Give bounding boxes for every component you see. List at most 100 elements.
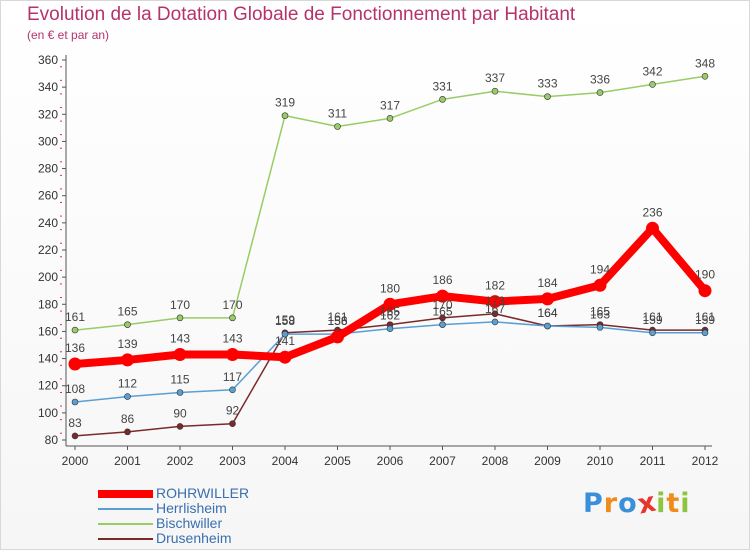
data-label: 167 bbox=[485, 302, 505, 316]
proxiti-logo: Proxiti bbox=[583, 486, 691, 520]
data-label: 92 bbox=[226, 404, 240, 418]
data-label: 190 bbox=[695, 268, 715, 282]
logo-letter: P bbox=[583, 488, 604, 519]
x-tick-label: 2006 bbox=[377, 454, 404, 468]
logo-letter: i bbox=[680, 488, 691, 519]
legend-swatch bbox=[98, 522, 153, 525]
data-label: 342 bbox=[642, 64, 662, 78]
data-point bbox=[488, 295, 502, 309]
data-point bbox=[649, 329, 656, 337]
logo-letter: i bbox=[656, 488, 667, 519]
data-label: 164 bbox=[537, 306, 557, 320]
data-point bbox=[229, 420, 236, 428]
data-label: 143 bbox=[170, 332, 190, 346]
data-label: 165 bbox=[590, 305, 610, 319]
legend-label: Drusenheim bbox=[156, 530, 232, 547]
data-label: 317 bbox=[380, 98, 400, 112]
legend-item: Drusenheim bbox=[98, 531, 249, 546]
data-label: 180 bbox=[380, 281, 400, 295]
data-point bbox=[386, 325, 394, 333]
y-tick-label: 200 bbox=[38, 270, 58, 284]
data-point bbox=[176, 389, 184, 396]
data-label: 170 bbox=[222, 298, 242, 312]
data-point bbox=[124, 321, 131, 328]
legend-label: Bischwiller bbox=[156, 515, 223, 532]
data-point bbox=[491, 87, 499, 95]
data-point bbox=[71, 326, 79, 334]
data-point bbox=[439, 314, 446, 322]
data-point bbox=[646, 221, 659, 235]
data-label: 139 bbox=[117, 337, 137, 351]
data-label: 311 bbox=[328, 107, 347, 121]
data-label: 156 bbox=[327, 314, 347, 328]
logo-letter: t bbox=[666, 488, 681, 519]
data-label: 331 bbox=[432, 79, 452, 93]
data-point bbox=[229, 386, 236, 394]
x-tick-label: 2007 bbox=[429, 454, 456, 468]
legend-swatch bbox=[98, 537, 153, 540]
y-tick-label: 80 bbox=[45, 433, 59, 447]
data-label: 333 bbox=[537, 77, 557, 91]
data-point bbox=[649, 81, 656, 88]
data-point bbox=[701, 72, 709, 80]
data-label: 163 bbox=[590, 307, 610, 321]
legend-label: Herrlisheim bbox=[156, 500, 227, 517]
x-tick-label: 2003 bbox=[219, 454, 246, 468]
data-label: 108 bbox=[65, 382, 85, 396]
data-label: 159 bbox=[275, 313, 295, 327]
data-point bbox=[436, 289, 449, 303]
data-label: 165 bbox=[380, 305, 400, 319]
data-label: 348 bbox=[695, 56, 715, 70]
data-label: 336 bbox=[590, 73, 610, 87]
data-point bbox=[121, 353, 134, 367]
data-label: 86 bbox=[121, 412, 135, 426]
data-label: 162 bbox=[380, 309, 400, 323]
data-label: 117 bbox=[223, 370, 242, 384]
data-label: 170 bbox=[432, 298, 452, 312]
data-point bbox=[226, 348, 239, 361]
logo-letter: r bbox=[603, 488, 619, 519]
data-point bbox=[383, 297, 397, 311]
data-label: 161 bbox=[642, 310, 662, 324]
data-label: 143 bbox=[222, 332, 242, 346]
data-point bbox=[173, 348, 187, 361]
x-tick-label: 2011 bbox=[640, 454, 666, 468]
y-tick-label: 240 bbox=[38, 216, 58, 230]
data-label: 170 bbox=[170, 298, 190, 312]
data-point bbox=[596, 89, 604, 96]
legend-swatch bbox=[98, 507, 153, 510]
y-tick-label: 340 bbox=[38, 80, 58, 94]
y-tick-label: 260 bbox=[38, 189, 58, 203]
data-point bbox=[491, 310, 499, 318]
line-chart: 80 100 120 140 160 180 200 220 240 260 280 300 320 34… bbox=[38, 53, 719, 468]
y-tick-label: 180 bbox=[38, 297, 58, 311]
data-label: 161 bbox=[65, 310, 85, 324]
data-label: 161 bbox=[695, 310, 715, 324]
data-point bbox=[334, 123, 341, 130]
data-point bbox=[698, 284, 712, 298]
data-label: 173 bbox=[485, 294, 505, 308]
x-tick-label: 2000 bbox=[62, 454, 89, 468]
x-tick-label: 2004 bbox=[272, 454, 299, 468]
data-point bbox=[701, 329, 709, 337]
y-tick-label: 300 bbox=[38, 134, 58, 148]
chart-subtitle: (en € et par an) bbox=[27, 28, 110, 42]
y-tick-label: 160 bbox=[38, 324, 58, 338]
data-label: 165 bbox=[117, 305, 137, 319]
data-label: 136 bbox=[65, 341, 85, 355]
data-point bbox=[278, 350, 292, 364]
data-label: 184 bbox=[537, 276, 557, 290]
x-tick-label: 2001 bbox=[114, 454, 141, 468]
data-point bbox=[229, 314, 236, 322]
data-point bbox=[439, 321, 446, 328]
y-tick-label: 360 bbox=[38, 53, 58, 67]
data-point bbox=[544, 322, 551, 330]
x-tick-label: 2012 bbox=[692, 454, 719, 468]
legend-item: ROHRWILLER bbox=[98, 486, 249, 501]
logo-letter: o bbox=[618, 488, 638, 519]
data-point bbox=[593, 278, 607, 292]
data-label: 90 bbox=[173, 406, 187, 420]
data-label: 115 bbox=[170, 373, 189, 387]
data-point bbox=[281, 330, 289, 338]
